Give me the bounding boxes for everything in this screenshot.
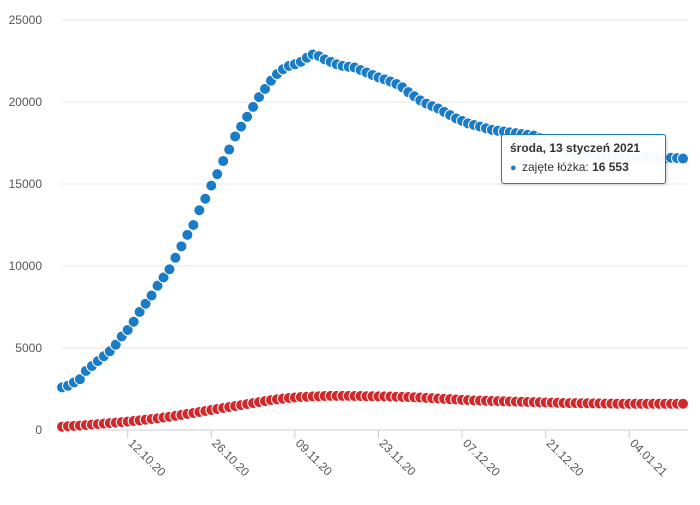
data-point[interactable] xyxy=(151,279,164,292)
x-tick-label: 07.12.20 xyxy=(460,436,503,479)
data-point[interactable] xyxy=(163,263,176,276)
y-tick-label: 20000 xyxy=(9,95,43,109)
y-tick-label: 10000 xyxy=(9,259,43,273)
data-point[interactable] xyxy=(181,228,194,241)
data-point[interactable] xyxy=(133,305,146,318)
data-point[interactable] xyxy=(109,338,122,351)
data-point[interactable] xyxy=(229,130,242,143)
data-point[interactable] xyxy=(259,82,272,95)
x-tick-label: 21.12.20 xyxy=(544,436,587,479)
data-point[interactable] xyxy=(223,143,236,156)
tooltip-row: ● zajęte łóżka: 16 553 xyxy=(510,160,657,174)
x-axis: 12.10.20 26.10.20 09.11.20 23.11.20 07.12.20… xyxy=(62,429,688,479)
data-point[interactable] xyxy=(121,323,134,336)
data-point[interactable] xyxy=(247,100,260,113)
data-point[interactable] xyxy=(127,315,140,328)
tooltip-value: 16 553 xyxy=(592,160,629,174)
data-point[interactable] xyxy=(677,397,689,410)
y-tick-label: 0 xyxy=(35,423,42,437)
x-tick-label: 26.10.20 xyxy=(209,436,252,479)
x-tick-label: 23.11.20 xyxy=(376,436,419,479)
data-point[interactable] xyxy=(145,289,158,302)
x-tick-label: 12.10.20 xyxy=(126,436,169,479)
x-tick-label: 09.11.20 xyxy=(293,436,336,479)
data-point[interactable] xyxy=(235,120,248,133)
tooltip-title: środa, 13 styczeń 2021 xyxy=(510,141,641,155)
data-point[interactable] xyxy=(139,297,152,310)
series-layer xyxy=(56,48,689,433)
x-tick-label: 04.01.21 xyxy=(627,436,670,479)
data-point[interactable] xyxy=(169,251,182,264)
y-tick-label: 5000 xyxy=(15,341,42,355)
data-point[interactable] xyxy=(211,168,224,181)
tooltip-bullet-icon: ● xyxy=(510,162,517,174)
data-point[interactable] xyxy=(253,91,266,104)
data-point[interactable] xyxy=(677,152,689,165)
data-point[interactable] xyxy=(217,155,230,168)
data-point[interactable] xyxy=(157,271,170,284)
tooltip-series-label: zajęte łóżka xyxy=(522,160,586,174)
y-axis: 0 5000 10000 15000 20000 25000 xyxy=(9,13,43,437)
data-point[interactable] xyxy=(193,204,206,217)
series-points xyxy=(56,389,689,433)
data-point[interactable] xyxy=(205,179,218,192)
tooltip: środa, 13 styczeń 2021 ● zajęte łóżka: 1… xyxy=(501,134,666,184)
data-point[interactable] xyxy=(187,219,200,231)
data-point[interactable] xyxy=(199,192,212,205)
series-points xyxy=(56,48,689,394)
data-point[interactable] xyxy=(175,240,188,253)
y-tick-label: 25000 xyxy=(9,13,43,27)
data-point[interactable] xyxy=(241,110,254,123)
y-tick-label: 15000 xyxy=(9,177,43,191)
tooltip-separator: : xyxy=(585,160,589,174)
data-point[interactable] xyxy=(73,373,86,386)
